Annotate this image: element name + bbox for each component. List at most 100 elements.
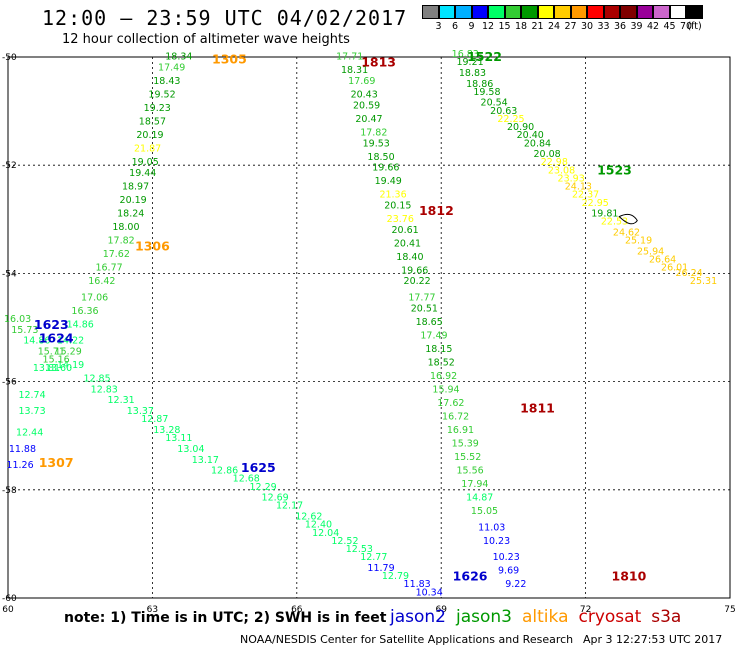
swh-value: 15.29	[55, 347, 82, 358]
swh-value: 20.90	[507, 122, 534, 133]
swh-value: 9.69	[498, 566, 519, 577]
note-text: note: 1) Time is in UTC; 2) SWH is in fe…	[64, 610, 387, 626]
swh-value: 13.28	[153, 425, 180, 436]
swh-value: 12.31	[108, 395, 135, 406]
swh-value: 20.19	[120, 195, 147, 206]
swh-value: 17.71	[336, 52, 363, 63]
swh-value: 17.77	[408, 292, 435, 303]
lon-tick-label: 63	[147, 605, 158, 615]
colorbar-cell	[570, 5, 587, 19]
colorbar-cell	[537, 5, 554, 19]
swh-value: 19.58	[473, 87, 500, 98]
colorbar-label: 42	[646, 21, 660, 32]
swh-value: 19.66	[372, 163, 399, 174]
swh-value: 20.61	[391, 225, 418, 236]
swh-value: 26.01	[661, 263, 688, 274]
swh-value: 20.47	[355, 114, 382, 125]
colorbar-label: 15	[498, 21, 511, 32]
swh-value: 23.93	[558, 173, 585, 184]
swh-value: 14.87	[466, 493, 493, 504]
colorbar	[422, 5, 703, 19]
swh-value: 19.44	[129, 168, 156, 179]
colorbar-labels: 3 6 9 12 15 18 21 24 27 30 33 36 39 42 45 70 (ft)	[422, 21, 740, 35]
swh-value: 26.64	[649, 255, 676, 266]
colorbar-label: 70	[679, 21, 693, 32]
colorbar-cell	[438, 5, 455, 19]
colorbar-label: 21	[531, 21, 544, 32]
swh-value: 22.98	[541, 157, 568, 168]
legend-jason3: jason3	[456, 607, 512, 627]
time-label: 1810	[612, 568, 647, 583]
swh-value: 22.37	[572, 190, 599, 201]
swh-value: 19.81	[591, 209, 618, 220]
colorbar-cell	[636, 5, 653, 19]
lat-tick-label: -52	[2, 161, 17, 171]
swh-value: 19.05	[132, 157, 159, 168]
swh-value: 12.77	[360, 552, 387, 563]
colorbar-cell	[620, 5, 637, 19]
time-label: 1307	[39, 455, 74, 470]
time-label: 1623	[34, 317, 69, 332]
swh-value: 10.23	[493, 552, 520, 563]
time-label: 1811	[520, 401, 555, 416]
swh-value: 19.23	[144, 103, 171, 114]
colorbar-label: 27	[564, 21, 577, 32]
swh-value: 15.39	[452, 439, 479, 450]
swh-value: 12.87	[141, 414, 168, 425]
swh-value: 13.73	[18, 406, 45, 417]
colorbar-label: 24	[547, 21, 561, 32]
swh-value: 12.85	[83, 374, 110, 385]
swh-value: 17.69	[348, 76, 375, 87]
lon-tick-label: 69	[435, 605, 447, 615]
swh-value: 19.49	[375, 176, 402, 187]
time-label: 1626	[453, 568, 488, 583]
time-label: 1812	[419, 203, 454, 218]
swh-value: 12.86	[211, 466, 238, 477]
swh-value: 12.44	[16, 428, 43, 439]
time-label: 1625	[241, 460, 276, 475]
swh-value: 25.94	[637, 246, 664, 257]
page-title: 12:00 – 23:59 UTC 04/02/2017	[42, 6, 408, 30]
swh-value: 13.04	[177, 444, 204, 455]
colorbar-cell	[686, 5, 703, 19]
lon-tick-label: 66	[291, 605, 303, 615]
swh-value: 16.83	[452, 49, 479, 60]
colorbar-cell	[587, 5, 604, 19]
swh-value: 18.15	[425, 344, 452, 355]
swh-value: 12.69	[262, 493, 289, 504]
swh-value: 20.59	[353, 100, 380, 111]
swh-value: 15.16	[43, 355, 70, 366]
swh-value: 12.68	[233, 474, 260, 485]
swh-value: 19.21	[456, 57, 483, 68]
swh-value: 18.34	[165, 52, 192, 63]
colorbar-label: 9	[468, 21, 475, 32]
swh-value: 17.82	[108, 236, 135, 247]
swh-value: 24.13	[565, 182, 592, 193]
swh-value: 18.43	[153, 76, 180, 87]
swh-value: 15.73	[11, 325, 38, 336]
swh-value: 15.52	[454, 452, 481, 463]
colorbar-label: (ft)	[687, 21, 702, 32]
swh-value: 20.84	[524, 138, 551, 149]
colorbar-label: 3	[435, 21, 442, 32]
colorbar-cell	[554, 5, 571, 19]
swh-value: 18.65	[416, 317, 443, 328]
swh-value: 11.83	[404, 579, 431, 590]
lon-tick-label: 75	[724, 605, 735, 615]
swh-value: 13.37	[127, 406, 154, 417]
swh-value: 20.15	[384, 200, 411, 211]
swh-value: 22.95	[582, 198, 609, 209]
lon-tick-label: 72	[580, 605, 591, 615]
swh-value: 18.24	[117, 209, 144, 220]
swh-value: 17.94	[461, 479, 488, 490]
time-label: 1306	[135, 238, 170, 253]
swh-value: 13.60	[45, 363, 72, 374]
swh-value: 17.06	[81, 292, 108, 303]
swh-value: 25.19	[625, 236, 652, 247]
swh-value: 12.17	[276, 501, 303, 512]
colorbar-label: 30	[580, 21, 594, 32]
swh-value: 17.49	[158, 63, 185, 74]
colorbar-cell	[603, 5, 620, 19]
swh-value: 13.17	[192, 455, 219, 466]
